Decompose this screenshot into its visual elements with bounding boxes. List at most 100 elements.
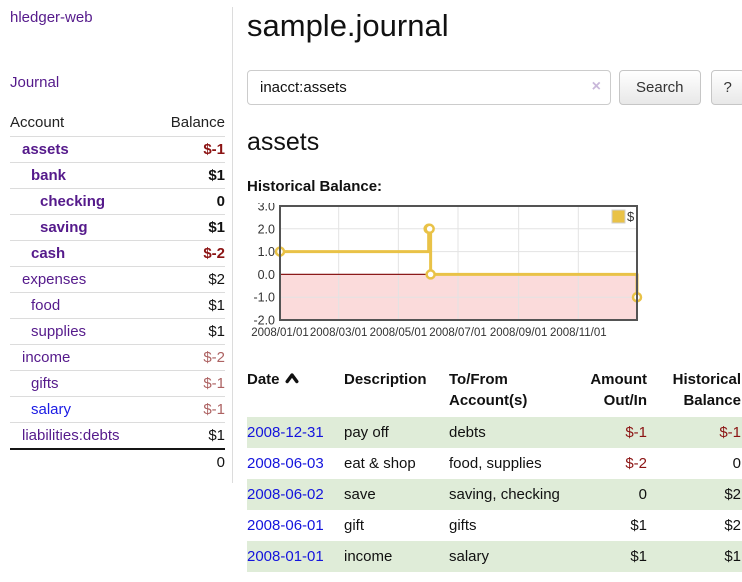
historical-balance-chart[interactable]: $3.0 2.0 1.0 0.0 -1.0 -2.0 2008/01/01 2008/03/0… [247, 200, 742, 353]
register-row[interactable]: 2008-06-03 eat & shop food, supplies $-2… [247, 448, 742, 479]
search-help-button[interactable]: ? [710, 70, 742, 105]
register-description: income [344, 548, 393, 565]
register-accounts: salary [449, 548, 490, 565]
account-link-supplies[interactable]: supplies [31, 323, 87, 340]
svg-text:2.0: 2.0 [258, 222, 275, 236]
register-date-link[interactable]: 2008-12-31 [247, 424, 324, 441]
account-balance: $-1 [203, 401, 225, 418]
search-input[interactable] [247, 70, 611, 105]
svg-text:2008/05/01: 2008/05/01 [370, 327, 428, 339]
svg-text:2008/07/01: 2008/07/01 [429, 327, 487, 339]
account-row-liabilities-debts: liabilities:debts $1 [10, 423, 225, 449]
accounts-header-balance: Balance [170, 114, 225, 131]
svg-text:2008/03/01: 2008/03/01 [310, 327, 368, 339]
account-balance: $-1 [203, 375, 225, 392]
main-content: sample.journal × Search ? assets Histori… [233, 7, 742, 572]
register-description: eat & shop [344, 455, 416, 472]
account-link-liabilities-debts[interactable]: liabilities:debts [22, 427, 120, 444]
sort-up-icon [285, 369, 299, 390]
account-balance: $-1 [203, 141, 225, 158]
register-header-row: Date Description To/From Account(s) Amou… [247, 367, 742, 417]
search-button[interactable]: Search [619, 70, 701, 105]
account-link-salary[interactable]: salary [31, 401, 72, 418]
clear-search-icon[interactable]: × [591, 78, 601, 95]
register-date-link[interactable]: 2008-06-03 [247, 455, 324, 472]
account-row-income: income $-2 [10, 345, 225, 371]
register-row[interactable]: 2008-01-01 income salary $1 $1 [247, 541, 742, 572]
register-row[interactable]: 2008-12-31 pay off debts $-1 $-1 [247, 417, 742, 448]
register-accounts: debts [449, 424, 486, 441]
account-link-bank[interactable]: bank [31, 167, 67, 184]
accounts-table: Account Balance assets $-1 bank $1 check… [10, 111, 225, 475]
register-header-description: Description [344, 371, 427, 388]
account-balance: $-2 [203, 349, 225, 366]
sidebar-item-journal[interactable]: Journal [10, 74, 60, 91]
register-header-date-label: Date [247, 371, 280, 388]
chart-title: Historical Balance: [247, 178, 383, 195]
account-balance: $1 [208, 297, 225, 314]
register-description: save [344, 486, 376, 503]
account-row-supplies: supplies $1 [10, 319, 225, 345]
accounts-header-account: Account [10, 114, 65, 131]
svg-text:-2.0: -2.0 [253, 314, 275, 328]
register-amount: $-2 [625, 455, 647, 472]
svg-text:2008/09/01: 2008/09/01 [490, 327, 548, 339]
register-row[interactable]: 2008-06-01 gift gifts $1 $2 [247, 510, 742, 541]
account-balance: $1 [208, 167, 225, 184]
account-row-assets: assets $-1 [10, 137, 225, 163]
svg-text:$: $ [627, 209, 635, 224]
register-balance: $1 [724, 548, 741, 565]
account-link-checking[interactable]: checking [40, 193, 106, 210]
account-link-cash[interactable]: cash [31, 245, 66, 262]
account-row-cash: cash $-2 [10, 241, 225, 267]
register-header-date[interactable]: Date [247, 367, 344, 417]
register-date-link[interactable]: 2008-06-01 [247, 517, 324, 534]
account-balance: $1 [208, 219, 225, 236]
account-link-food[interactable]: food [31, 297, 61, 314]
register-description: pay off [344, 424, 389, 441]
svg-text:3.0: 3.0 [258, 203, 275, 214]
register-date-link[interactable]: 2008-06-02 [247, 486, 324, 503]
register-amount: $1 [630, 548, 647, 565]
search-form: × Search ? [247, 70, 742, 105]
svg-text:2008/01/01: 2008/01/01 [251, 327, 309, 339]
register-amount: $1 [630, 517, 647, 534]
register-description: gift [344, 517, 365, 534]
accounts-header-row: Account Balance [10, 111, 225, 137]
account-row-gifts: gifts $-1 [10, 371, 225, 397]
account-row-food: food $1 [10, 293, 225, 319]
register-balance: $-1 [719, 424, 741, 441]
brand-link[interactable]: hledger-web [10, 9, 93, 26]
register-row[interactable]: 2008-06-02 save saving, checking 0 $2 [247, 479, 742, 510]
register-date-link[interactable]: 2008-01-01 [247, 548, 324, 565]
account-row-checking: checking 0 [10, 189, 225, 215]
account-link-income[interactable]: income [22, 349, 71, 366]
account-row-salary: salary $-1 [10, 397, 225, 423]
account-link-assets[interactable]: assets [22, 141, 69, 158]
account-row-saving: saving $1 [10, 215, 225, 241]
register-balance: $2 [724, 486, 741, 503]
account-row-bank: bank $1 [10, 163, 225, 189]
account-balance: 0 [216, 193, 225, 210]
account-balance: $1 [208, 427, 225, 444]
register-header-accounts: To/From Account(s) [449, 371, 528, 409]
sidebar: hledger-web Journal Account Balance asse… [0, 7, 233, 483]
register-header-amount: Amount Out/In [590, 371, 647, 409]
register-table: Date Description To/From Account(s) Amou… [247, 367, 742, 572]
register-amount: $-1 [625, 424, 647, 441]
account-heading: assets [247, 128, 320, 156]
svg-text:1.0: 1.0 [258, 245, 275, 259]
account-link-expenses[interactable]: expenses [22, 271, 87, 288]
accounts-total-row: 0 [10, 449, 225, 475]
register-accounts: saving, checking [449, 486, 560, 503]
register-balance: 0 [732, 455, 741, 472]
account-link-gifts[interactable]: gifts [31, 375, 59, 392]
register-amount: 0 [638, 486, 647, 503]
account-balance: $1 [208, 323, 225, 340]
register-balance: $2 [724, 517, 741, 534]
register-accounts: gifts [449, 517, 477, 534]
account-balance: $-2 [203, 245, 225, 262]
register-accounts: food, supplies [449, 455, 542, 472]
account-link-saving[interactable]: saving [40, 219, 88, 236]
